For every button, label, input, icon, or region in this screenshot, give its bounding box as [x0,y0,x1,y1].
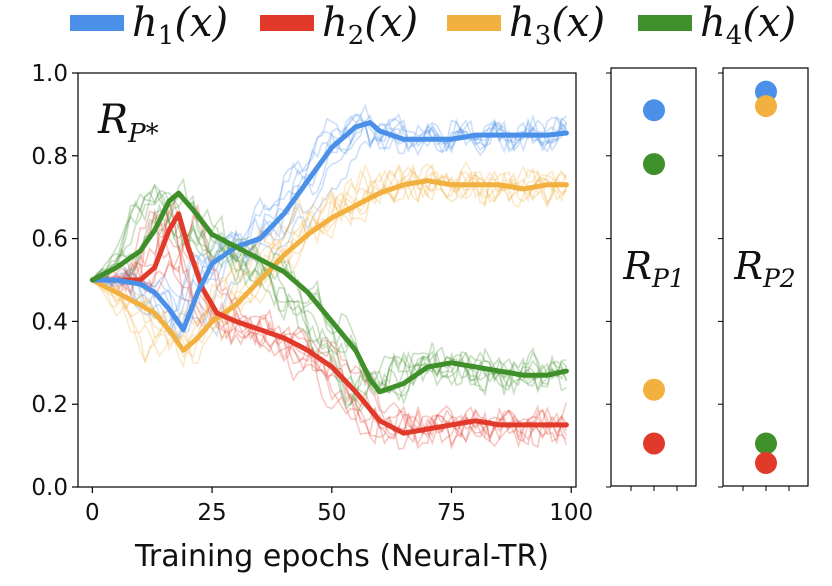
faint-run-line [92,213,567,450]
side-panel-rp1-points [643,99,665,455]
x-tick-label: 25 [197,500,226,526]
faint-run-line [92,209,568,441]
legend-label-arg: (x) [742,0,796,46]
faint-run-line [92,192,568,413]
faint-run-line [92,199,567,446]
legend-label-name: h [132,0,158,46]
series-line-h2 [89,211,569,436]
faint-run-line [92,210,567,448]
y-tick-label: 0.6 [31,227,68,253]
legend-entry: h2(x) [260,0,418,51]
legend-swatch [447,15,501,31]
legend-label-subscript: 3 [535,21,552,51]
faint-run-line [92,112,568,335]
y-tick-label: 0.8 [31,144,68,170]
x-tick-label: 100 [549,500,593,526]
legend-swatch [260,15,314,31]
faint-run-line [92,177,567,402]
x-tick-label: 0 [85,500,100,526]
legend-label: h4(x) [700,0,796,51]
side-panel-rp1: RP1 [606,67,697,491]
legend-swatch [638,15,692,31]
legend-swatch [70,15,124,31]
legend-label-arg: (x) [364,0,418,46]
scatter-point-h3 [755,95,777,118]
legend-entry: h4(x) [638,0,796,51]
label-main: R [733,244,763,288]
legend-label: h2(x) [322,0,418,51]
main-chart-panel: 0.0 0.2 0.4 0.6 0.8 1.0 0 25 50 75 100 RP* Trainin… [31,61,593,574]
main-mean-lines [89,120,569,436]
scatter-point-h2 [755,451,777,474]
side-panel-rp1-ticks [606,72,678,491]
x-tick-label: 50 [317,500,346,526]
side-panel-rp2-ticks [718,72,790,491]
faint-run-line [92,113,567,338]
panel-label-rp1: RP1 [622,244,684,293]
y-tick-label: 0.2 [31,392,68,418]
x-tick-label: 75 [437,500,466,526]
scatter-point-h2 [643,432,665,455]
label-subscript: P2 [762,264,796,293]
faint-run-line [92,194,568,405]
series-line-h1 [89,120,569,333]
main-axis-ticks: 0.0 0.2 0.4 0.6 0.8 1.0 0 25 50 75 100 [31,61,593,526]
scatter-point-h4 [643,153,665,176]
legend: h1(x) h2(x) h3(x) h4(x) [70,0,796,51]
label-main: R [97,97,128,143]
side-panel-rp2: RP2 [718,67,809,491]
label-main: R [622,244,652,288]
label-subscript: P1 [651,264,685,293]
scatter-point-h1 [643,99,665,122]
legend-label-name: h [322,0,348,46]
series-line-h4 [89,190,569,395]
legend-label-arg: (x) [551,0,605,46]
faint-run-line [91,183,567,404]
y-tick-label: 0.4 [31,309,68,335]
legend-label-arg: (x) [174,0,228,46]
main-plot-frame [77,72,577,488]
x-axis-label: Training epochs (Neural-TR) [134,539,549,574]
legend-label: h1(x) [132,0,228,51]
legend-entry: h1(x) [70,0,228,51]
legend-label-subscript: 4 [726,21,743,51]
legend-label: h3(x) [509,0,605,51]
faint-run-line [92,119,568,339]
series-line-h3 [89,178,569,353]
side-panel-rp2-points [755,80,777,474]
scatter-point-h3 [643,378,665,401]
faint-run-line [92,113,568,327]
faint-run-line [92,162,568,364]
panel-label-rpstar: RP* [97,97,159,149]
legend-label-name: h [700,0,726,46]
legend-label-subscript: 2 [348,21,365,51]
y-tick-label: 0.0 [31,475,68,501]
legend-label-subscript: 1 [158,21,175,51]
faint-run-line [92,195,568,397]
panel-label-rp2: RP2 [733,244,795,293]
label-subscript: P* [127,119,159,149]
legend-label-name: h [509,0,535,46]
y-tick-label: 1.0 [31,61,68,87]
legend-entry: h3(x) [447,0,605,51]
scatter-point-h4 [755,432,777,455]
main-faint-runs [91,103,568,451]
